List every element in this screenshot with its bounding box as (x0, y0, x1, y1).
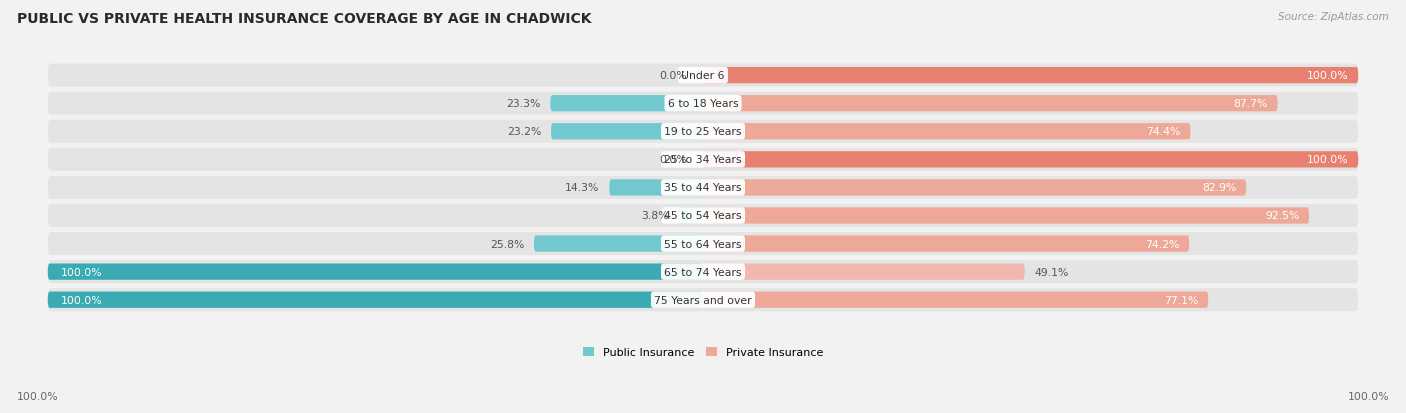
FancyBboxPatch shape (48, 233, 1358, 256)
FancyBboxPatch shape (703, 180, 1246, 196)
Text: 25 to 34 Years: 25 to 34 Years (664, 155, 742, 165)
Text: 23.3%: 23.3% (506, 99, 540, 109)
FancyBboxPatch shape (703, 292, 1208, 308)
FancyBboxPatch shape (48, 64, 1358, 88)
Text: 92.5%: 92.5% (1265, 211, 1299, 221)
FancyBboxPatch shape (534, 236, 703, 252)
Text: 55 to 64 Years: 55 to 64 Years (664, 239, 742, 249)
Legend: Public Insurance, Private Insurance: Public Insurance, Private Insurance (579, 343, 827, 362)
FancyBboxPatch shape (48, 176, 1358, 199)
Text: 25.8%: 25.8% (489, 239, 524, 249)
Text: 3.8%: 3.8% (641, 211, 668, 221)
FancyBboxPatch shape (48, 289, 1358, 311)
Text: 100.0%: 100.0% (60, 295, 103, 305)
Text: 100.0%: 100.0% (1347, 391, 1389, 401)
FancyBboxPatch shape (703, 236, 1189, 252)
FancyBboxPatch shape (703, 208, 1309, 224)
FancyBboxPatch shape (48, 204, 1358, 228)
Text: 74.4%: 74.4% (1146, 127, 1181, 137)
FancyBboxPatch shape (48, 264, 703, 280)
FancyBboxPatch shape (703, 264, 1025, 280)
Text: 23.2%: 23.2% (506, 127, 541, 137)
Text: 65 to 74 Years: 65 to 74 Years (664, 267, 742, 277)
FancyBboxPatch shape (703, 124, 1191, 140)
Text: PUBLIC VS PRIVATE HEALTH INSURANCE COVERAGE BY AGE IN CHADWICK: PUBLIC VS PRIVATE HEALTH INSURANCE COVER… (17, 12, 592, 26)
Text: Source: ZipAtlas.com: Source: ZipAtlas.com (1278, 12, 1389, 22)
FancyBboxPatch shape (703, 152, 1358, 168)
Text: 19 to 25 Years: 19 to 25 Years (664, 127, 742, 137)
Text: 0.0%: 0.0% (659, 155, 686, 165)
FancyBboxPatch shape (48, 121, 1358, 143)
Text: 14.3%: 14.3% (565, 183, 599, 193)
Text: 49.1%: 49.1% (1035, 267, 1069, 277)
Text: 100.0%: 100.0% (17, 391, 59, 401)
FancyBboxPatch shape (678, 208, 703, 224)
FancyBboxPatch shape (551, 124, 703, 140)
Text: 75 Years and over: 75 Years and over (654, 295, 752, 305)
FancyBboxPatch shape (48, 292, 703, 308)
Text: 87.7%: 87.7% (1233, 99, 1268, 109)
Text: 82.9%: 82.9% (1202, 183, 1236, 193)
FancyBboxPatch shape (703, 68, 1358, 84)
Text: 45 to 54 Years: 45 to 54 Years (664, 211, 742, 221)
Text: 35 to 44 Years: 35 to 44 Years (664, 183, 742, 193)
Text: Under 6: Under 6 (682, 71, 724, 81)
FancyBboxPatch shape (48, 261, 1358, 283)
FancyBboxPatch shape (48, 93, 1358, 115)
FancyBboxPatch shape (609, 180, 703, 196)
Text: 0.0%: 0.0% (659, 71, 686, 81)
Text: 100.0%: 100.0% (60, 267, 103, 277)
Text: 100.0%: 100.0% (1306, 155, 1348, 165)
FancyBboxPatch shape (48, 148, 1358, 171)
Text: 77.1%: 77.1% (1164, 295, 1198, 305)
FancyBboxPatch shape (703, 96, 1278, 112)
Text: 6 to 18 Years: 6 to 18 Years (668, 99, 738, 109)
FancyBboxPatch shape (550, 96, 703, 112)
Text: 100.0%: 100.0% (1306, 71, 1348, 81)
Text: 74.2%: 74.2% (1144, 239, 1180, 249)
